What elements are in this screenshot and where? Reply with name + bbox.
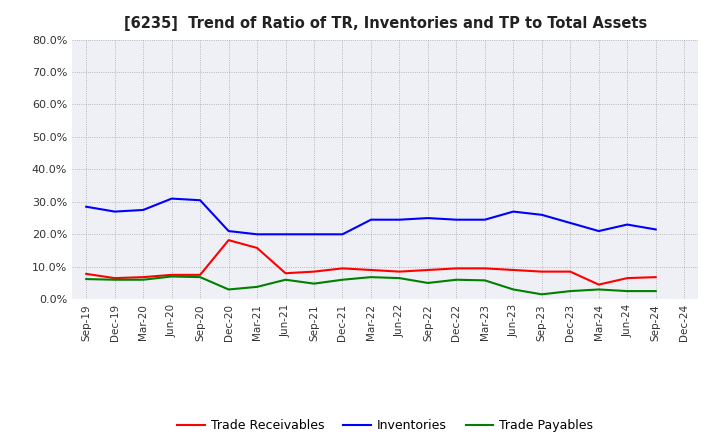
Trade Receivables: [167, 272, 176, 278]
Trade Payables: [423, 280, 432, 286]
Trade Payables: [82, 276, 91, 282]
Trade Payables: [225, 287, 233, 292]
Trade Receivables: [395, 269, 404, 274]
Trade Receivables: [82, 271, 91, 276]
Inventories: [139, 207, 148, 213]
Trade Receivables: [196, 272, 204, 278]
Trade Payables: [139, 277, 148, 282]
Trade Payables: [566, 289, 575, 294]
Trade Payables: [537, 292, 546, 297]
Inventories: [595, 228, 603, 234]
Trade Payables: [366, 275, 375, 280]
Line: Trade Receivables: Trade Receivables: [86, 240, 656, 285]
Trade Payables: [623, 289, 631, 294]
Line: Trade Payables: Trade Payables: [86, 276, 656, 294]
Trade Payables: [452, 277, 461, 282]
Trade Payables: [652, 289, 660, 294]
Trade Payables: [282, 277, 290, 282]
Trade Receivables: [139, 275, 148, 280]
Trade Receivables: [282, 271, 290, 276]
Trade Receivables: [595, 282, 603, 287]
Trade Receivables: [537, 269, 546, 274]
Inventories: [196, 198, 204, 203]
Trade Payables: [196, 275, 204, 280]
Legend: Trade Receivables, Inventories, Trade Payables: Trade Receivables, Inventories, Trade Pa…: [172, 414, 598, 437]
Inventories: [253, 231, 261, 237]
Title: [6235]  Trend of Ratio of TR, Inventories and TP to Total Assets: [6235] Trend of Ratio of TR, Inventories…: [124, 16, 647, 32]
Inventories: [82, 204, 91, 209]
Inventories: [395, 217, 404, 222]
Trade Receivables: [509, 268, 518, 273]
Trade Receivables: [652, 275, 660, 280]
Inventories: [480, 217, 489, 222]
Trade Receivables: [366, 268, 375, 273]
Inventories: [537, 212, 546, 217]
Inventories: [623, 222, 631, 227]
Trade Receivables: [310, 269, 318, 274]
Trade Payables: [595, 287, 603, 292]
Trade Payables: [110, 277, 119, 282]
Trade Receivables: [623, 275, 631, 281]
Inventories: [310, 231, 318, 237]
Inventories: [110, 209, 119, 214]
Trade Receivables: [338, 266, 347, 271]
Inventories: [167, 196, 176, 201]
Trade Receivables: [110, 275, 119, 281]
Trade Payables: [509, 287, 518, 292]
Trade Payables: [395, 275, 404, 281]
Trade Payables: [253, 284, 261, 290]
Inventories: [225, 228, 233, 234]
Trade Receivables: [225, 238, 233, 243]
Inventories: [338, 231, 347, 237]
Inventories: [423, 216, 432, 221]
Trade Receivables: [452, 266, 461, 271]
Trade Payables: [480, 278, 489, 283]
Inventories: [452, 217, 461, 222]
Trade Receivables: [566, 269, 575, 274]
Inventories: [566, 220, 575, 226]
Trade Receivables: [253, 245, 261, 250]
Trade Payables: [310, 281, 318, 286]
Trade Payables: [338, 277, 347, 282]
Inventories: [366, 217, 375, 222]
Trade Receivables: [480, 266, 489, 271]
Trade Receivables: [423, 268, 432, 273]
Trade Payables: [167, 274, 176, 279]
Inventories: [509, 209, 518, 214]
Line: Inventories: Inventories: [86, 198, 656, 234]
Inventories: [652, 227, 660, 232]
Inventories: [282, 231, 290, 237]
